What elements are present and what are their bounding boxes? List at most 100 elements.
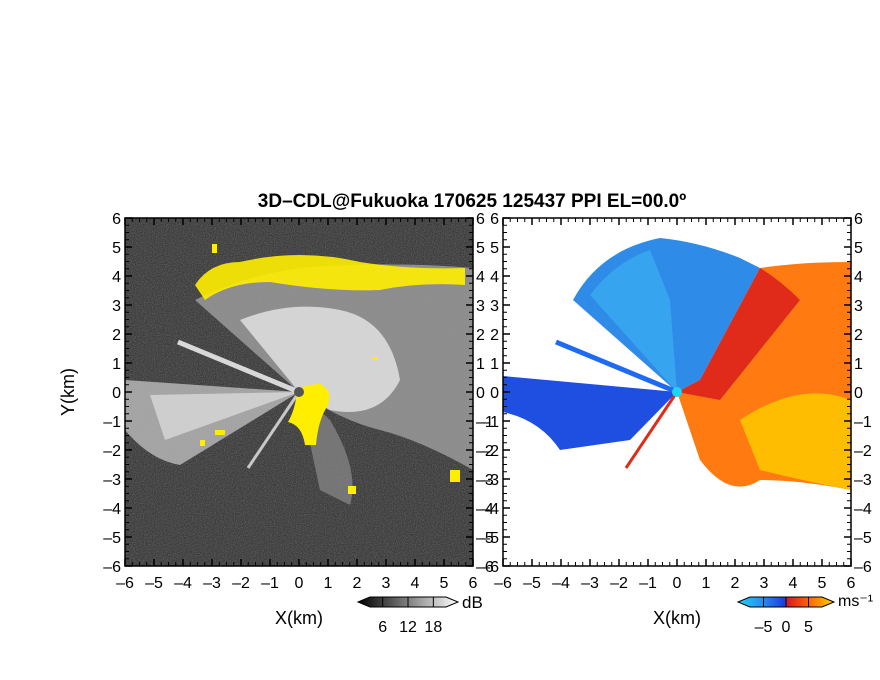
left-ytick-label-right: 3 [476,298,485,315]
echo-speck-d [348,486,356,494]
right-ytick-label-right: –1 [854,414,872,431]
right-axis-ticks: –6 –5 –4 –3 –2 –1 0 1 2 3 4 5 66 65 54 43 32 21 10 0–1 –1–2–… [481,211,872,592]
left-yellow-echoes [195,244,465,494]
right-xlabel: X(km) [653,608,701,628]
left-ytick-label-right: 2 [476,327,485,344]
left-bright-core [240,306,400,412]
right-ytick-label-right: 6 [854,211,863,228]
left-ytick-label: 5 [112,240,121,257]
right-ytick-label: –3 [481,472,499,489]
right-xtick-label: –4 [552,575,570,592]
left-colorbar: 6 12 18 dB [356,593,483,636]
left-west-bright [150,392,299,440]
echo-speck-e [450,470,460,482]
left-colorbar-tick-label: 6 [378,619,387,636]
right-north-approaching-light [590,250,677,392]
left-ytick-label: –1 [103,414,121,431]
right-ytick-label: 6 [490,211,499,228]
right-ytick-label: 3 [490,298,499,315]
left-xtick-label: –2 [232,575,250,592]
left-ytick-label: 2 [112,327,121,344]
right-ytick-label: 1 [490,356,499,373]
left-axis-ticks: –6 –5 –4 –3 –2 –1 0 1 2 3 4 5 66 65 54 43 32 21 10 0–1 –1–2–… [103,211,494,592]
echo-north-band [195,255,465,300]
right-ytick-label: –5 [481,530,499,547]
right-xtick-label: 3 [760,575,769,592]
left-ylabel: Y(km) [58,368,78,416]
left-beam-ray-south [246,391,301,469]
left-ytick-label: 6 [112,211,121,228]
left-xtick-label: 4 [411,575,420,592]
right-ytick-label: –1 [481,414,499,431]
left-xtick-label: 2 [353,575,362,592]
left-ytick-label-right: –6 [476,559,494,576]
right-ytick-label: 2 [490,327,499,344]
left-ytick-label: 0 [112,385,121,402]
left-ytick-label: 4 [112,269,121,286]
left-xtick-label: –4 [174,575,192,592]
right-panel: –6 –5 –4 –3 –2 –1 0 1 2 3 4 5 66 65 54 43 32 21 10 0–1 –1–2–… [481,211,873,636]
right-colorbar-tick-label: 5 [804,619,813,636]
right-ytick-label-right: –3 [854,472,872,489]
right-xtick-label: –5 [523,575,541,592]
right-xtick-label: 6 [847,575,856,592]
echo-speck-c [200,440,205,446]
right-ytick-label: –2 [481,443,499,460]
left-colorbar-unit: dB [462,593,483,612]
right-beam-ray [555,339,678,395]
right-ytick-label-right: 5 [854,240,863,257]
right-colorbar-ticks: –5 0 5 [755,597,813,636]
left-beam-ray [177,339,300,395]
left-xtick-label: 5 [440,575,449,592]
left-colorbar-tick-label: 18 [424,619,442,636]
right-xtick-label: –2 [610,575,628,592]
right-ytick-label: 4 [490,269,499,286]
left-ytick-label-right: –3 [476,472,494,489]
echo-speck-b [215,430,225,435]
right-radar-origin [672,387,682,397]
right-ytick-label: –4 [481,501,499,518]
right-xtick-label: –3 [581,575,599,592]
left-xlabel: X(km) [275,608,323,628]
right-ytick-label-right: 3 [854,298,863,315]
left-sector-image [125,264,473,505]
left-xtick-label: –1 [261,575,279,592]
right-ytick-label-right: 1 [854,356,863,373]
right-xtick-label: 4 [789,575,798,592]
right-colorbar: –5 0 5 ms⁻¹ [736,593,873,636]
left-ytick-label-right: –4 [476,501,494,518]
left-panel: –6 –5 –4 –3 –2 –1 0 1 2 3 4 5 66 65 54 43 32 21 10 0–1 –1–2–… [58,211,494,636]
right-ytick-label-right: –4 [854,501,872,518]
right-ytick-label: 0 [490,385,499,402]
left-ytick-label-right: –2 [476,443,494,460]
right-ytick-label: 5 [490,240,499,257]
left-colorbar-tick-label: 12 [399,619,417,636]
left-xtick-label: 3 [382,575,391,592]
left-ytick-label-right: 1 [476,356,485,373]
left-ytick-label: –2 [103,443,121,460]
right-ytick-label-right: –5 [854,530,872,547]
left-ytick-label: –4 [103,501,121,518]
echo-speck-a [212,244,217,253]
right-xtick-label: 5 [818,575,827,592]
left-ytick-label-right: 4 [476,269,485,286]
left-xtick-label: 0 [295,575,304,592]
left-ytick-label-right: –1 [476,414,494,431]
right-east-receding-red [677,268,800,400]
left-radar-origin [294,387,304,397]
echo-near-origin [288,384,330,445]
right-ytick-label-right: 4 [854,269,863,286]
right-ytick-label-right: 0 [854,385,863,402]
right-velocity-image [503,238,851,490]
right-ytick-label: –6 [481,559,499,576]
right-ytick-label-right: –6 [854,559,872,576]
left-ytick-label: 3 [112,298,121,315]
right-west-approaching [503,376,677,450]
left-xtick-label: –6 [116,575,134,592]
right-ytick-label-right: 2 [854,327,863,344]
left-ytick-label-right: 5 [476,240,485,257]
right-xtick-label: 1 [702,575,711,592]
right-xtick-label: 0 [673,575,682,592]
left-colorbar-ticks: 6 12 18 [378,597,442,636]
